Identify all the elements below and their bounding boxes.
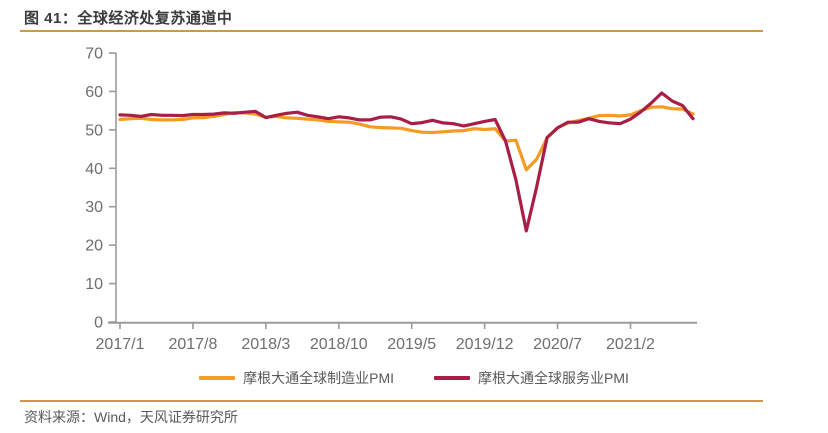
y-tick-label: 30 xyxy=(85,199,103,216)
chart-legend: 摩根大通全球制造业PMI 摩根大通全球服务业PMI xyxy=(0,368,828,388)
x-tick-label: 2019/12 xyxy=(456,336,514,353)
legend-item-services-pmi[interactable]: 摩根大通全球服务业PMI xyxy=(434,368,629,388)
y-tick-label: 0 xyxy=(94,315,103,332)
y-tick-label: 10 xyxy=(85,276,103,293)
legend-label-manufacturing-pmi: 摩根大通全球制造业PMI xyxy=(243,370,394,386)
manufacturing-line-swatch xyxy=(199,376,236,380)
top-divider xyxy=(20,30,763,32)
x-tick-label: 2021/2 xyxy=(606,336,655,353)
x-tick-label: 2020/7 xyxy=(533,336,582,353)
manufacturing-pmi-line xyxy=(118,105,695,172)
services-pmi-line xyxy=(118,91,695,233)
y-tick-label: 20 xyxy=(85,238,103,255)
x-tick-label: 2017/8 xyxy=(168,336,217,353)
x-tick-label: 2017/1 xyxy=(96,336,145,353)
x-tick-label: 2018/3 xyxy=(241,336,290,353)
y-tick-label: 40 xyxy=(85,161,103,178)
y-tick-label: 60 xyxy=(85,84,103,101)
x-tick-label: 2019/5 xyxy=(387,336,436,353)
legend-item-manufacturing-pmi[interactable]: 摩根大通全球制造业PMI xyxy=(199,368,394,388)
legend-label-services-pmi: 摩根大通全球服务业PMI xyxy=(478,370,629,386)
figure-title: 图 41：全球经济处复苏通道中 xyxy=(24,10,233,27)
services-line-swatch xyxy=(434,376,470,380)
y-tick-label: 50 xyxy=(85,122,103,139)
source-note: 资料来源：Wind，天风证券研究所 xyxy=(24,409,238,425)
bottom-divider xyxy=(20,400,763,402)
x-tick-label: 2018/10 xyxy=(310,336,368,353)
y-tick-label: 70 xyxy=(85,46,103,63)
